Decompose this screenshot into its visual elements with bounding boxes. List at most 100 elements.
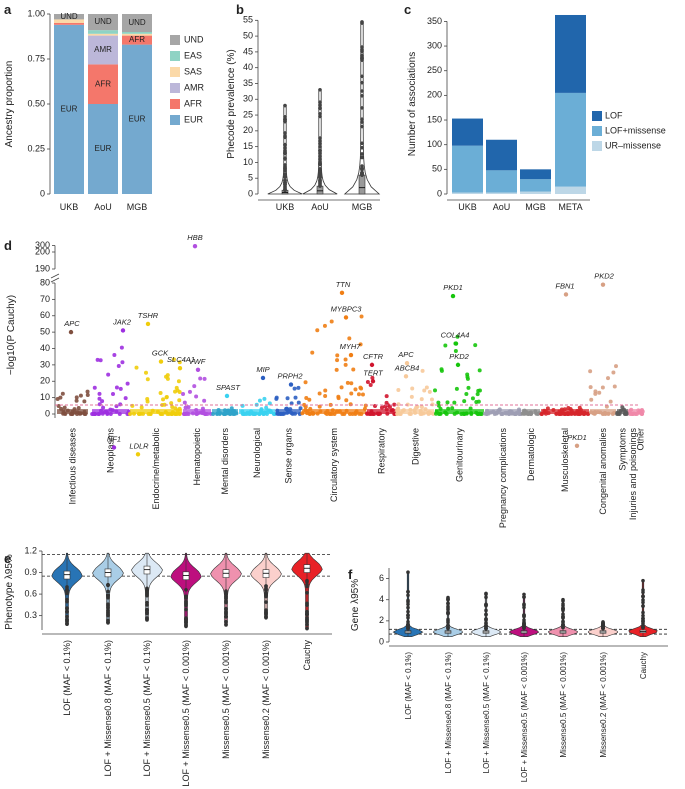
outlier-point: [522, 614, 526, 619]
gene-point: [120, 328, 126, 333]
association-point: [170, 404, 175, 409]
gene-point: [455, 362, 461, 368]
outlier-point: [484, 621, 488, 625]
outlier-point: [305, 582, 309, 587]
association-point: [445, 400, 450, 405]
association-point: [120, 360, 125, 365]
outlier-point: [318, 136, 322, 140]
association-point: [112, 353, 117, 358]
outlier-point: [561, 623, 565, 628]
category-label: Circulatory system: [329, 428, 339, 502]
gene-label: MIP: [256, 365, 269, 374]
outlier-point: [406, 613, 410, 617]
outlier-point: [360, 166, 364, 171]
legend-label: AMR: [184, 82, 205, 92]
box: [358, 174, 366, 195]
bar-segment-eas: [88, 30, 118, 34]
category-label: Pregnancy complications: [498, 428, 508, 529]
outlier-point: [184, 599, 188, 604]
association-point: [302, 402, 307, 407]
outlier-point: [641, 624, 645, 628]
association-point: [430, 402, 435, 407]
association-point: [164, 395, 169, 400]
association-point: [158, 391, 163, 396]
outlier-point: [264, 594, 268, 599]
outlier-point: [641, 594, 645, 599]
outlier-point: [406, 589, 410, 594]
association-point: [292, 386, 297, 391]
gene-label: COL4A4: [441, 331, 470, 340]
outlier-point: [360, 145, 364, 150]
gene-point: [348, 352, 354, 358]
bar-segment-und: [122, 14, 152, 32]
outlier-point: [484, 617, 488, 621]
association-point: [427, 389, 432, 394]
association-point: [169, 401, 174, 406]
outlier-point: [318, 175, 322, 180]
legend-label: LOF+missense: [605, 125, 666, 135]
gene-point: [158, 359, 164, 364]
gene-label: APC: [397, 350, 414, 359]
outlier-point: [318, 172, 322, 176]
outlier-point: [145, 608, 149, 613]
association-point: [177, 398, 182, 403]
legend-label: SAS: [184, 66, 202, 76]
category-band: [130, 409, 182, 414]
outlier-point: [522, 595, 526, 599]
y-tick-label: 60: [40, 310, 50, 320]
outlier-point: [283, 119, 287, 124]
category-band: [183, 409, 211, 414]
in-bar-label: EUR: [61, 105, 78, 114]
outlier-point: [360, 53, 364, 58]
association-point: [360, 392, 365, 397]
association-point: [85, 392, 90, 397]
association-point: [78, 393, 83, 398]
association-point: [339, 385, 344, 390]
legend-swatch: [170, 35, 180, 45]
x-tick-label: MGB: [525, 202, 546, 212]
association-point: [396, 388, 401, 393]
association-point: [368, 382, 373, 387]
outlier-point: [318, 167, 322, 171]
association-point: [443, 343, 448, 348]
outlier-point: [65, 618, 69, 622]
bar-segment: [520, 179, 551, 192]
y-axis-label: Phecode prevalence (%): [226, 49, 237, 159]
association-point: [240, 403, 245, 408]
category-band: [541, 409, 589, 414]
association-point: [433, 388, 438, 393]
outlier-point: [283, 175, 287, 179]
y-tick-label: 25: [243, 109, 253, 119]
outlier-point: [224, 596, 228, 601]
outlier-point: [106, 589, 110, 594]
association-point: [387, 405, 392, 410]
outlier-point: [360, 94, 364, 98]
outlier-point: [184, 607, 188, 612]
outlier-point: [65, 599, 69, 604]
legend-swatch: [170, 67, 180, 77]
outlier-point: [318, 157, 322, 161]
x-tick-label: LOF + Missense0.5 (MAF < 0.1%): [142, 640, 152, 777]
association-point: [267, 401, 272, 406]
in-bar-label: EUR: [95, 144, 112, 153]
association-point: [589, 397, 594, 402]
association-point: [304, 395, 309, 400]
x-tick-label: Cauchy: [639, 652, 648, 679]
outlier-point: [318, 111, 322, 116]
outlier-point: [305, 578, 309, 583]
in-bar-label: AFR: [129, 35, 145, 44]
association-point: [289, 401, 294, 406]
association-point: [74, 398, 79, 403]
gene-label: PKD2: [449, 352, 469, 361]
outlier-point: [360, 117, 364, 121]
gene-label: TSHR: [138, 311, 159, 320]
x-tick-label: AoU: [493, 202, 511, 212]
outlier-point: [264, 610, 268, 615]
bar-segment-und: [54, 14, 84, 20]
gene-point: [450, 293, 456, 299]
association-point: [593, 391, 598, 396]
gene-point: [339, 290, 345, 296]
outlier-point: [406, 615, 410, 620]
association-point: [171, 357, 176, 362]
outlier-point: [360, 141, 364, 146]
